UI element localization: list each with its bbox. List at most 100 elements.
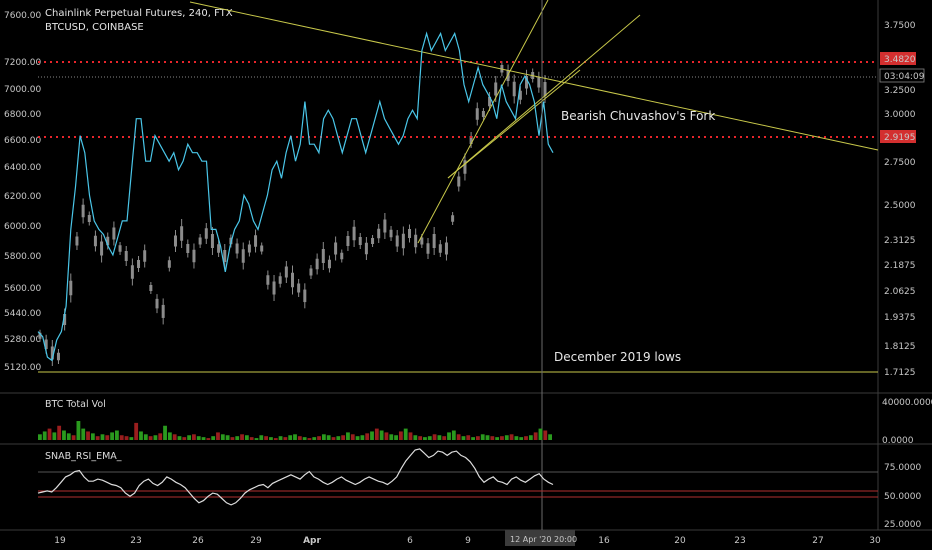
volume-bar [321,434,326,440]
fork-annotation: Bearish Chuvashov's Fork [561,109,715,123]
left-axis-tick: 6000.00 [4,222,41,232]
rsi-axis-tick: 25.0000 [884,520,921,530]
volume-bar [374,428,379,440]
candle-body [315,258,319,270]
candle-body [358,237,362,245]
candle-body [334,242,338,255]
volume-bar [524,436,528,440]
candle-body [260,245,264,252]
volume-bar [167,432,172,440]
volume-bar [509,434,514,440]
volume-bar [418,436,423,440]
volume-bar [57,425,62,440]
candle-body [438,244,442,253]
volume-bar [341,435,346,440]
candle-body [537,77,541,88]
volume-bar [259,435,264,440]
left-axis-tick: 5280.00 [4,335,41,345]
candle-body [408,229,412,238]
candle-body [389,229,393,238]
volume-bar [456,434,461,440]
volume-bar [451,430,456,440]
candle-body [451,215,455,222]
candle-body [364,242,368,255]
volume-bar [201,437,206,440]
candle-body [100,241,104,256]
volume-bar [38,434,42,440]
candle-body [180,226,184,241]
right-axis-tick: 2.1875 [884,261,916,271]
rsi-axis-tick: 50.0000 [884,492,921,502]
candle-body [235,243,239,254]
volume-bar [495,437,500,440]
volume-bar [153,435,158,440]
volume-bar [471,437,475,440]
left-axis-tick: 5800.00 [4,252,41,262]
left-axis-tick: 5440.00 [4,309,41,319]
volume-bar [124,436,129,440]
candle-body [414,234,418,248]
left-axis-tick: 7000.00 [4,85,41,95]
volume-bar [81,428,86,440]
candle-body [395,235,399,247]
volume-bar [398,431,403,440]
volume-bars [38,421,552,440]
volume-bar [115,430,119,440]
candle-body [241,249,245,263]
time-axis-tick: 23 [130,536,141,546]
volume-bar [62,430,66,440]
btc-candles [38,61,547,366]
time-axis: 19232629Apr69131620232730 [54,536,881,546]
left-axis-tick: 5120.00 [4,363,41,373]
time-axis-tick: 20 [674,536,686,546]
candle-body [149,285,153,291]
right-axis-tick: 1.9375 [884,313,916,323]
candle-body [278,276,282,284]
time-axis-tick: 29 [250,536,262,546]
volume-bar [437,435,442,440]
time-axis-tick: 30 [869,536,881,546]
volume-bar [379,430,384,440]
volume-bar [490,436,495,440]
candle-body [50,346,54,360]
time-axis-tick: 19 [54,536,66,546]
candle-body [284,266,288,278]
volume-bar [71,435,76,440]
volume-bar [187,435,192,440]
volume-bar [288,435,293,440]
candle-body [469,136,473,144]
volume-bar [105,435,110,440]
candle-body [432,234,436,248]
volume-bar [278,436,283,440]
candle-body [475,108,479,120]
volume-bar [442,436,447,440]
candle-body [167,260,171,268]
volume-bar [548,434,552,440]
candle-body [56,352,60,361]
volume-bar [466,435,471,440]
volume-bar [211,436,216,440]
candle-body [488,96,492,107]
candle-body [420,237,424,245]
candle-body [112,227,116,240]
right-axis-tick: 2.7500 [884,158,916,168]
candle-body [377,228,381,239]
candle-body [291,272,294,288]
candle-body [383,219,387,233]
volume-bar [302,437,307,440]
candle-body [124,251,128,261]
volume-bar [355,436,360,440]
candle-body [143,250,147,262]
candle-body [118,245,122,252]
candle-body [137,260,141,268]
candle-body [247,244,251,253]
candle-body [371,238,375,244]
chart-title: Chainlink Perpetual Futures, 240, FTX [45,8,233,19]
volume-bar [384,432,389,440]
volume-bar [504,435,509,440]
volume-bar [317,436,321,440]
volume-bar [216,432,220,440]
candle-body [254,235,258,247]
time-axis-tick: 23 [734,536,745,546]
candle-body [38,332,42,339]
